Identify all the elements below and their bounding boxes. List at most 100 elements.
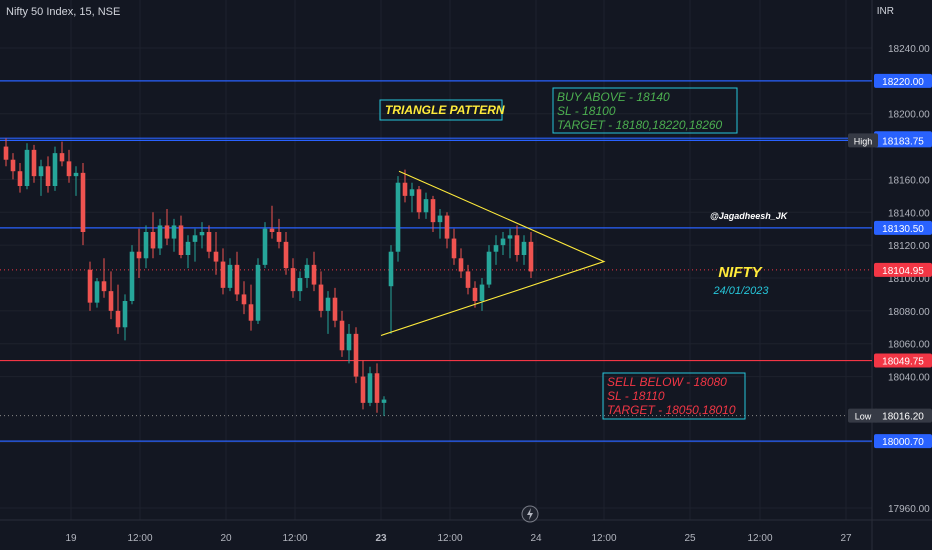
candle-body[interactable] <box>10 159 16 172</box>
x-tick-label: 12:00 <box>437 533 462 544</box>
candle-body[interactable] <box>17 171 23 186</box>
candle-body[interactable] <box>80 172 86 232</box>
candle-body[interactable] <box>311 264 317 285</box>
candle-body[interactable] <box>59 153 65 162</box>
candle-body[interactable] <box>416 189 422 213</box>
candle-body[interactable] <box>332 297 338 321</box>
candle-body[interactable] <box>269 228 275 232</box>
candle-body[interactable] <box>31 149 37 177</box>
price-label: 18130.50 <box>882 224 924 235</box>
sell-line-0: SELL BELOW - 18080 <box>607 375 727 389</box>
price-label-bg <box>874 434 932 449</box>
candle-body[interactable] <box>472 287 478 301</box>
candle-body[interactable] <box>409 189 415 196</box>
candle-body[interactable] <box>528 241 534 272</box>
candle-body[interactable] <box>423 199 429 213</box>
candle-body[interactable] <box>507 235 513 239</box>
candle-body[interactable] <box>339 320 345 351</box>
x-tick-label: 24 <box>530 533 542 544</box>
sell-line-1: SL - 18110 <box>607 389 665 403</box>
candle-body[interactable] <box>297 278 303 292</box>
candle-body[interactable] <box>143 232 149 259</box>
candle-body[interactable] <box>24 149 30 186</box>
candle-body[interactable] <box>318 284 324 311</box>
price-label: 18049.75 <box>882 357 924 368</box>
candle-body[interactable] <box>465 271 471 288</box>
candle-body[interactable] <box>388 251 394 287</box>
tag-bg <box>848 408 878 423</box>
candle-body[interactable] <box>353 333 359 377</box>
candle-body[interactable] <box>248 304 254 321</box>
x-tick-label: 27 <box>840 533 852 544</box>
candle-body[interactable] <box>171 225 177 239</box>
candle-body[interactable] <box>402 182 408 196</box>
price-label-bg <box>874 133 932 148</box>
candle-body[interactable] <box>206 232 212 252</box>
candle-body[interactable] <box>234 264 240 295</box>
triangle-pattern-lines <box>380 170 606 337</box>
candle-body[interactable] <box>437 215 443 223</box>
candle-body[interactable] <box>220 261 226 288</box>
candle-body[interactable] <box>500 238 506 246</box>
price-label: 18220.00 <box>882 77 924 88</box>
candle-body[interactable] <box>192 235 198 242</box>
candle-body[interactable] <box>325 297 331 311</box>
candle-body[interactable] <box>444 215 450 239</box>
candle-body[interactable] <box>262 228 268 265</box>
candle-body[interactable] <box>115 310 121 328</box>
candle-body[interactable] <box>374 373 380 403</box>
sell-box <box>602 372 746 420</box>
candle-body[interactable] <box>213 251 219 262</box>
buy-box <box>552 87 738 134</box>
candle-body[interactable] <box>381 399 387 403</box>
candle-body[interactable] <box>108 291 114 311</box>
candle-body[interactable] <box>38 166 44 177</box>
candle-body[interactable] <box>150 232 156 249</box>
candle-body[interactable] <box>136 251 142 259</box>
y-tick-label: 18240.00 <box>888 44 930 55</box>
candle-body[interactable] <box>52 153 58 186</box>
candle-body[interactable] <box>241 294 247 305</box>
buy-line-0: BUY ABOVE - 18140 <box>557 90 670 104</box>
candle-body[interactable] <box>199 232 205 236</box>
price-label-bg <box>874 73 932 88</box>
candle-body[interactable] <box>521 241 527 255</box>
candle-body[interactable] <box>304 264 310 278</box>
candle-body[interactable] <box>66 161 72 177</box>
candle-body[interactable] <box>157 225 163 249</box>
y-tick-label: 18140.00 <box>888 208 930 219</box>
candle-body[interactable] <box>283 241 289 269</box>
candle-body[interactable] <box>129 251 135 301</box>
candle-body[interactable] <box>45 166 51 186</box>
candle-body[interactable] <box>360 376 366 403</box>
candle-body[interactable] <box>451 238 457 259</box>
candle-body[interactable] <box>458 258 464 272</box>
candle-body[interactable] <box>276 232 282 242</box>
candle-body[interactable] <box>493 245 499 252</box>
candle-body[interactable] <box>73 172 79 177</box>
candle-body[interactable] <box>514 235 520 255</box>
y-tick-label: 18120.00 <box>888 241 930 252</box>
candle-body[interactable] <box>101 281 107 292</box>
candle-body[interactable] <box>346 333 352 351</box>
candle-body[interactable] <box>227 264 233 288</box>
candle-body[interactable] <box>87 269 93 303</box>
price-label-bg <box>874 262 932 277</box>
candle-body[interactable] <box>122 301 128 328</box>
tag-label: Low <box>855 412 872 422</box>
candle-body[interactable] <box>479 284 485 301</box>
candle-body[interactable] <box>367 373 373 403</box>
candle-body[interactable] <box>430 199 436 223</box>
candle-body[interactable] <box>185 241 191 255</box>
candle-body[interactable] <box>3 146 9 160</box>
candle-body[interactable] <box>255 264 261 321</box>
candle-body[interactable] <box>94 281 100 303</box>
candle-body[interactable] <box>164 225 170 239</box>
x-tick-label: 19 <box>65 533 77 544</box>
candle-body[interactable] <box>178 225 184 255</box>
x-tick-label: 23 <box>375 533 387 544</box>
candle-body[interactable] <box>486 251 492 285</box>
candle-body[interactable] <box>395 182 401 252</box>
candle-body[interactable] <box>290 268 296 292</box>
